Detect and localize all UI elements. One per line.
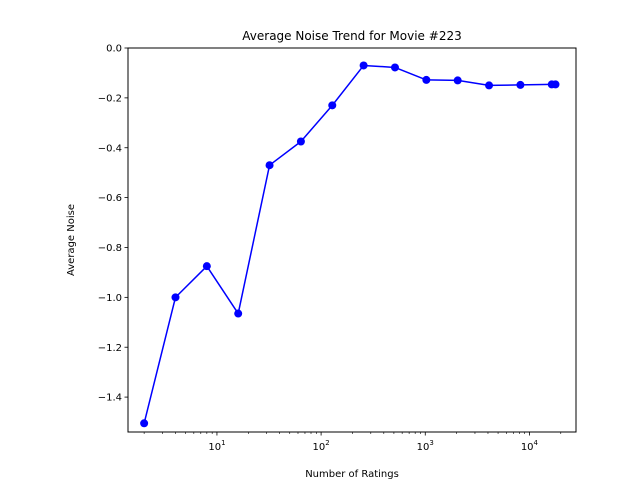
- data-point-marker: [551, 80, 560, 89]
- plot-layer: [140, 61, 560, 428]
- y-axis-label: Average Noise: [66, 204, 77, 276]
- y-tick-label: −0.4: [98, 143, 122, 154]
- ticks-layer: 101 102 103 104 0.0 −0.2 −0.4 −0.6 −0.8 −1.0 −1.2 −…: [98, 44, 562, 453]
- x-tick-label: 102: [312, 439, 329, 453]
- x-axis-label: Number of Ratings: [305, 469, 399, 480]
- data-point-marker: [485, 81, 494, 90]
- data-point-marker: [453, 76, 462, 85]
- data-point-marker: [296, 137, 305, 146]
- y-tick-label: −0.2: [98, 93, 122, 104]
- data-point-marker: [359, 61, 368, 70]
- x-tick-label: 101: [208, 439, 225, 453]
- chart-title: Average Noise Trend for Movie #223: [242, 29, 461, 43]
- y-tick-label: 0.0: [106, 44, 122, 55]
- data-point-marker: [140, 419, 149, 428]
- data-point-marker: [390, 63, 399, 72]
- x-tick-label: 104: [521, 439, 539, 453]
- y-tick-label: −0.6: [98, 193, 122, 204]
- data-point-marker: [265, 161, 274, 170]
- y-tick-label: −1.2: [98, 343, 122, 354]
- y-tick-label: −1.4: [98, 393, 122, 404]
- data-point-marker: [234, 309, 243, 318]
- data-point-marker: [171, 293, 180, 302]
- data-point-marker: [516, 80, 525, 89]
- data-point-marker: [422, 75, 431, 84]
- y-tick-label: −1.0: [98, 293, 122, 304]
- y-tick-label: −0.8: [98, 243, 122, 254]
- data-point-marker: [202, 262, 211, 271]
- data-point-marker: [328, 101, 337, 110]
- x-tick-label: 103: [417, 439, 434, 453]
- axes-frame: [127, 47, 577, 433]
